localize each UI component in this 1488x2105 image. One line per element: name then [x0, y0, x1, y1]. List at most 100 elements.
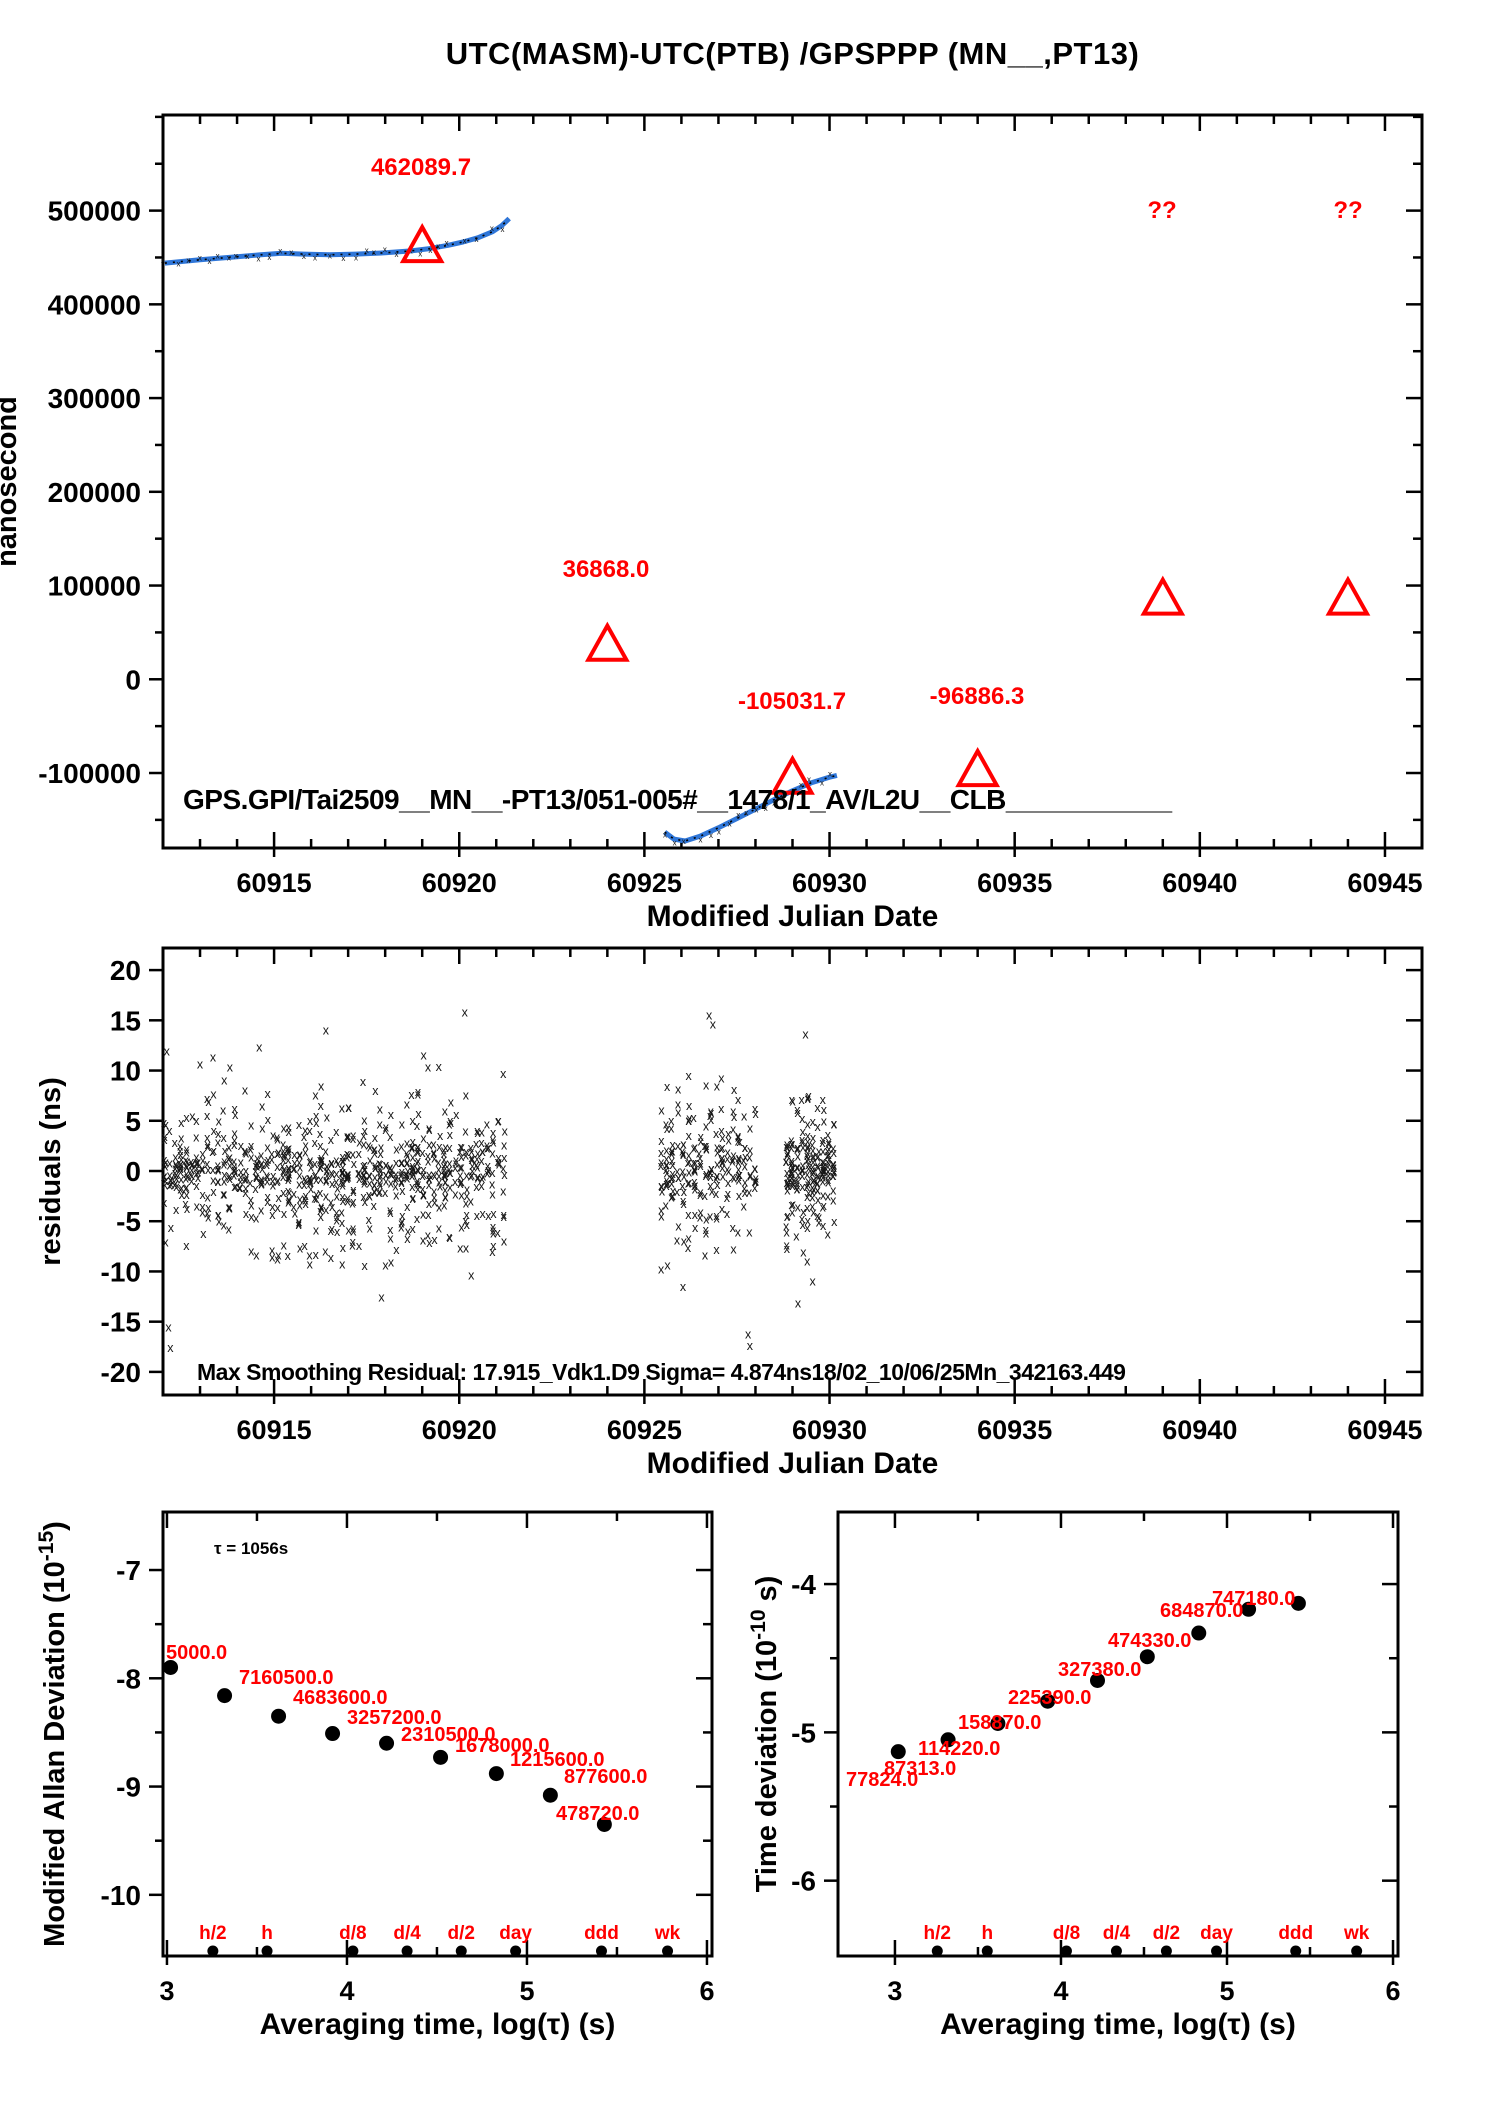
- residual-point: x: [161, 1133, 168, 1147]
- residual-point: x: [333, 1206, 340, 1220]
- residual-point: x: [220, 1103, 227, 1117]
- residual-point: x: [172, 1151, 179, 1165]
- residual-point: x: [442, 1104, 449, 1118]
- residual-point: x: [463, 1149, 470, 1163]
- residual-point: x: [741, 1200, 748, 1214]
- residual-point: x: [490, 1239, 497, 1253]
- residual-point: x: [496, 1158, 503, 1172]
- residual-point: x: [685, 1156, 692, 1170]
- residual-point: x: [804, 1168, 811, 1182]
- residual-outlier-point: x: [745, 1328, 752, 1342]
- residual-point: x: [405, 1164, 412, 1178]
- residual-point: x: [501, 1151, 508, 1165]
- residual-point: x: [280, 1170, 287, 1184]
- residual-point: x: [707, 1109, 714, 1123]
- residual-point: x: [297, 1149, 304, 1163]
- residual-point: x: [350, 1132, 357, 1146]
- residual-point: x: [447, 1166, 454, 1180]
- residual-point: x: [468, 1141, 475, 1155]
- residual-point: x: [183, 1154, 190, 1168]
- data-dot-label: 684870.0: [1160, 1600, 1243, 1622]
- curve-cross-marker: x: [781, 792, 785, 801]
- x-tick-label: 6: [699, 1976, 714, 2006]
- residual-point: x: [307, 1177, 314, 1191]
- residual-point: x: [226, 1141, 233, 1155]
- residual-point: x: [746, 1151, 753, 1165]
- residual-point: x: [458, 1176, 465, 1190]
- residual-point: x: [820, 1188, 827, 1202]
- residual-point: x: [193, 1114, 200, 1128]
- residual-point: x: [436, 1221, 443, 1235]
- data-dot-label: 4683600.0: [293, 1687, 388, 1709]
- residual-point: x: [194, 1157, 201, 1171]
- residual-point: x: [831, 1215, 838, 1229]
- residual-point: x: [286, 1193, 293, 1207]
- data-dot-label: 3257200.0: [347, 1707, 442, 1729]
- residual-point: x: [425, 1060, 432, 1074]
- residual-point: x: [692, 1164, 699, 1178]
- residual-point: x: [475, 1170, 482, 1184]
- residual-point: x: [286, 1171, 293, 1185]
- x-tick-label: 6: [1386, 1976, 1401, 2006]
- residual-point: x: [329, 1222, 336, 1236]
- time-marker-label: d/2: [1153, 1923, 1180, 1944]
- residual-point: x: [442, 1190, 449, 1204]
- residual-point: x: [747, 1169, 754, 1183]
- data-dot-label: 158870.0: [958, 1712, 1041, 1734]
- residual-point: x: [685, 1208, 692, 1222]
- residual-point: x: [668, 1177, 675, 1191]
- residual-point: x: [415, 1140, 422, 1154]
- time-marker-dot: [1160, 1945, 1172, 1957]
- residual-point: x: [324, 1111, 331, 1125]
- residual-point: x: [441, 1147, 448, 1161]
- residual-point: x: [382, 1186, 389, 1200]
- time-marker-dot: [662, 1945, 674, 1957]
- residual-point: x: [501, 1139, 508, 1153]
- residual-point: x: [809, 1181, 816, 1195]
- residual-point: x: [464, 1189, 471, 1203]
- residual-point: x: [243, 1207, 250, 1221]
- residual-point: x: [383, 1158, 390, 1172]
- residual-point: x: [730, 1104, 737, 1118]
- residual-point: x: [452, 1161, 459, 1175]
- residual-point: x: [302, 1239, 309, 1253]
- residual-point: x: [795, 1201, 802, 1215]
- residual-point: x: [211, 1124, 218, 1138]
- residual-point: x: [356, 1239, 363, 1253]
- residual-point: x: [783, 1155, 790, 1169]
- residual-point: x: [485, 1163, 492, 1177]
- residual-point: x: [446, 1163, 453, 1177]
- residual-point: x: [479, 1126, 486, 1140]
- residual-point: x: [253, 1171, 260, 1185]
- residual-point: x: [819, 1136, 826, 1150]
- residual-point: x: [685, 1241, 692, 1255]
- residual-point: x: [319, 1154, 326, 1168]
- residual-point: x: [810, 1143, 817, 1157]
- residual-point: x: [270, 1169, 277, 1183]
- residual-point: x: [714, 1211, 721, 1225]
- residual-point: x: [485, 1165, 492, 1179]
- residual-point: x: [831, 1118, 838, 1132]
- y-tick-label: 300000: [48, 383, 141, 414]
- residual-point: x: [496, 1155, 503, 1169]
- curve-cross-marker: x: [341, 254, 345, 263]
- residual-point: x: [231, 1180, 238, 1194]
- inline-annotation: Max Smoothing Residual: 17.915_Vdk1.D9 S…: [197, 1359, 1125, 1385]
- y-tick-label: -9: [116, 1772, 141, 1803]
- residual-point: x: [820, 1175, 827, 1189]
- residual-point: x: [478, 1136, 485, 1150]
- residual-point: x: [226, 1201, 233, 1215]
- residual-point: x: [312, 1157, 319, 1171]
- residual-point: x: [815, 1193, 822, 1207]
- residual-point: x: [685, 1231, 692, 1245]
- residual-point: x: [426, 1123, 433, 1137]
- residual-point: x: [420, 1188, 427, 1202]
- residual-point: x: [457, 1241, 464, 1255]
- residual-point: x: [168, 1174, 175, 1188]
- residual-point: x: [426, 1173, 433, 1187]
- residual-point: x: [193, 1166, 200, 1180]
- residual-point: x: [302, 1138, 309, 1152]
- residual-point: x: [804, 1142, 811, 1156]
- residual-point: x: [809, 1138, 816, 1152]
- residual-point: x: [725, 1134, 732, 1148]
